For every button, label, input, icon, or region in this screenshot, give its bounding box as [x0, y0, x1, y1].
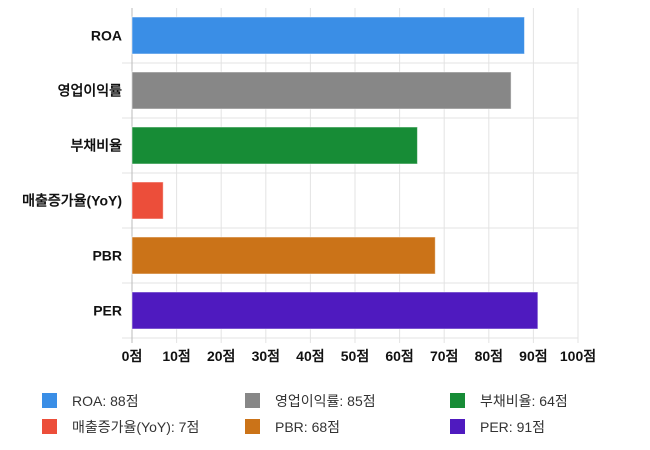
legend-label: 매출증가율(YoY): 7점 [72, 419, 199, 435]
legend-label: 부채비율: 64점 [480, 393, 568, 409]
category-label: PER [93, 303, 122, 319]
bar-2 [131, 126, 418, 165]
legend-swatch [245, 419, 260, 434]
legend-label: ROA: 88점 [72, 393, 139, 409]
category-label: 부채비율 [70, 138, 122, 154]
x-tick-label: 30점 [252, 348, 280, 364]
bar-5 [131, 291, 539, 330]
category-label: 영업이익률 [58, 83, 123, 99]
x-tick-label: 100점 [560, 348, 596, 364]
legend-label: PBR: 68점 [275, 419, 340, 435]
x-tick-label: 60점 [385, 348, 413, 364]
legend-label: PER: 91점 [480, 419, 545, 435]
x-tick-label: 70점 [430, 348, 458, 364]
category-label: ROA [91, 28, 122, 44]
legend-swatch [450, 419, 465, 434]
x-tick-label: 0점 [122, 348, 143, 364]
bar-0 [131, 16, 525, 55]
legend-label: 영업이익률: 85점 [275, 393, 376, 409]
x-tick-label: 90점 [519, 348, 547, 364]
x-tick-label: 40점 [296, 348, 324, 364]
bar-1 [131, 71, 512, 110]
x-tick-label: 80점 [475, 348, 503, 364]
legend-swatch [42, 393, 57, 408]
legend-swatch [245, 393, 260, 408]
legend-swatch [450, 393, 465, 408]
x-tick-label: 20점 [207, 348, 235, 364]
x-tick-label: 50점 [341, 348, 369, 364]
category-label: 매출증가율(YoY) [22, 193, 122, 209]
category-label: PBR [92, 248, 122, 264]
bar-4 [131, 236, 436, 275]
legend-swatch [42, 419, 57, 434]
bar-3 [131, 181, 164, 220]
x-tick-label: 10점 [162, 348, 190, 364]
